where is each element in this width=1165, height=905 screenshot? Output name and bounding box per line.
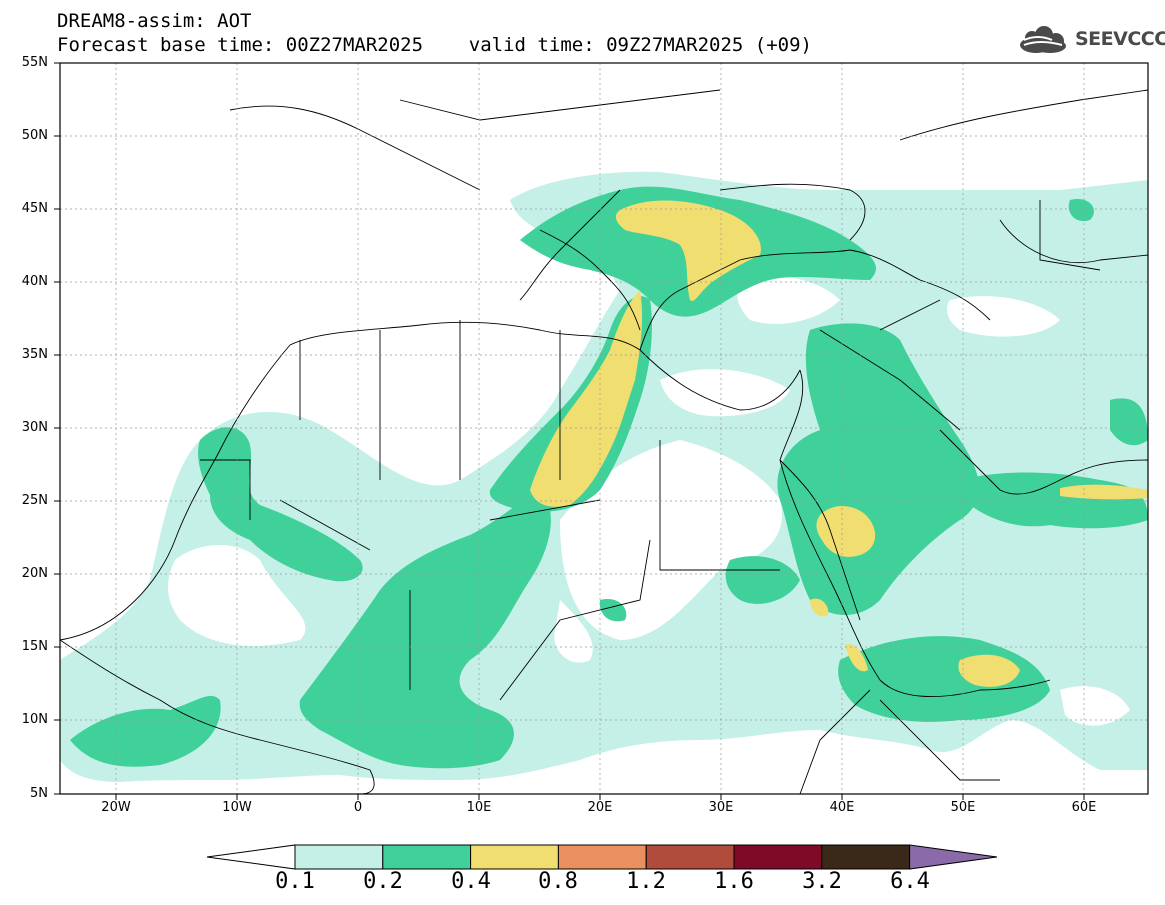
colorbar-label: 0.2 bbox=[363, 869, 403, 894]
lon-label: 60E bbox=[1071, 800, 1097, 815]
colorbar-swatch-1.6 bbox=[733, 844, 823, 870]
colorbar-label: 6.4 bbox=[890, 869, 930, 894]
lat-label: 40N bbox=[21, 274, 48, 289]
lon-label: 10W bbox=[222, 800, 252, 815]
lat-label: 55N bbox=[21, 55, 48, 70]
forecast-time-line: Forecast base time: 00Z27MAR2025 valid t… bbox=[57, 34, 812, 56]
lat-label: 25N bbox=[21, 493, 48, 508]
lat-label: 50N bbox=[21, 128, 48, 143]
lon-label: 20W bbox=[101, 800, 131, 815]
lat-label: 10N bbox=[21, 712, 48, 727]
aot-clear-zones bbox=[168, 276, 1130, 726]
colorbar-label: 1.6 bbox=[714, 869, 754, 894]
lat-label: 15N bbox=[21, 639, 48, 654]
colorbar-label: 1.2 bbox=[626, 869, 666, 894]
aot-shade-0.4 bbox=[530, 200, 1148, 687]
lat-label: 5N bbox=[30, 786, 48, 801]
colorbar-over-arrow bbox=[909, 844, 998, 870]
colorbar-swatch-1.2 bbox=[645, 844, 735, 870]
axis-ticks bbox=[54, 62, 1085, 800]
lon-label: 30E bbox=[708, 800, 734, 815]
colorbar-swatch-0.2 bbox=[382, 844, 472, 870]
coastlines-borders bbox=[60, 89, 1148, 794]
lat-label: 45N bbox=[21, 201, 48, 216]
colorbar-label: 0.4 bbox=[451, 869, 491, 894]
colorbar-label: 0.8 bbox=[538, 869, 578, 894]
graticule bbox=[60, 63, 1148, 794]
lon-label: 0 bbox=[353, 800, 363, 815]
lat-label: 30N bbox=[21, 420, 48, 435]
colorbar-swatch-0.8 bbox=[557, 844, 647, 870]
colorbar-swatch-3.2 bbox=[821, 844, 911, 870]
lat-label: 35N bbox=[21, 347, 48, 362]
lon-label: 20E bbox=[587, 800, 613, 815]
colorbar-label: 0.1 bbox=[275, 869, 315, 894]
cloud-icon bbox=[1020, 26, 1066, 53]
lon-label: 50E bbox=[950, 800, 976, 815]
product-title: DREAM8-assim: AOT bbox=[57, 10, 252, 32]
colorbar bbox=[206, 844, 998, 870]
lat-label: 20N bbox=[21, 566, 48, 581]
colorbar-swatch-0.1 bbox=[294, 844, 384, 870]
colorbar-under-arrow bbox=[206, 844, 296, 870]
lon-label: 40E bbox=[829, 800, 855, 815]
lon-label: 10E bbox=[466, 800, 492, 815]
seevccc-logo: SEEVCCC bbox=[1075, 28, 1165, 50]
colorbar-label: 3.2 bbox=[802, 869, 842, 894]
colorbar-swatch-0.4 bbox=[470, 844, 559, 870]
